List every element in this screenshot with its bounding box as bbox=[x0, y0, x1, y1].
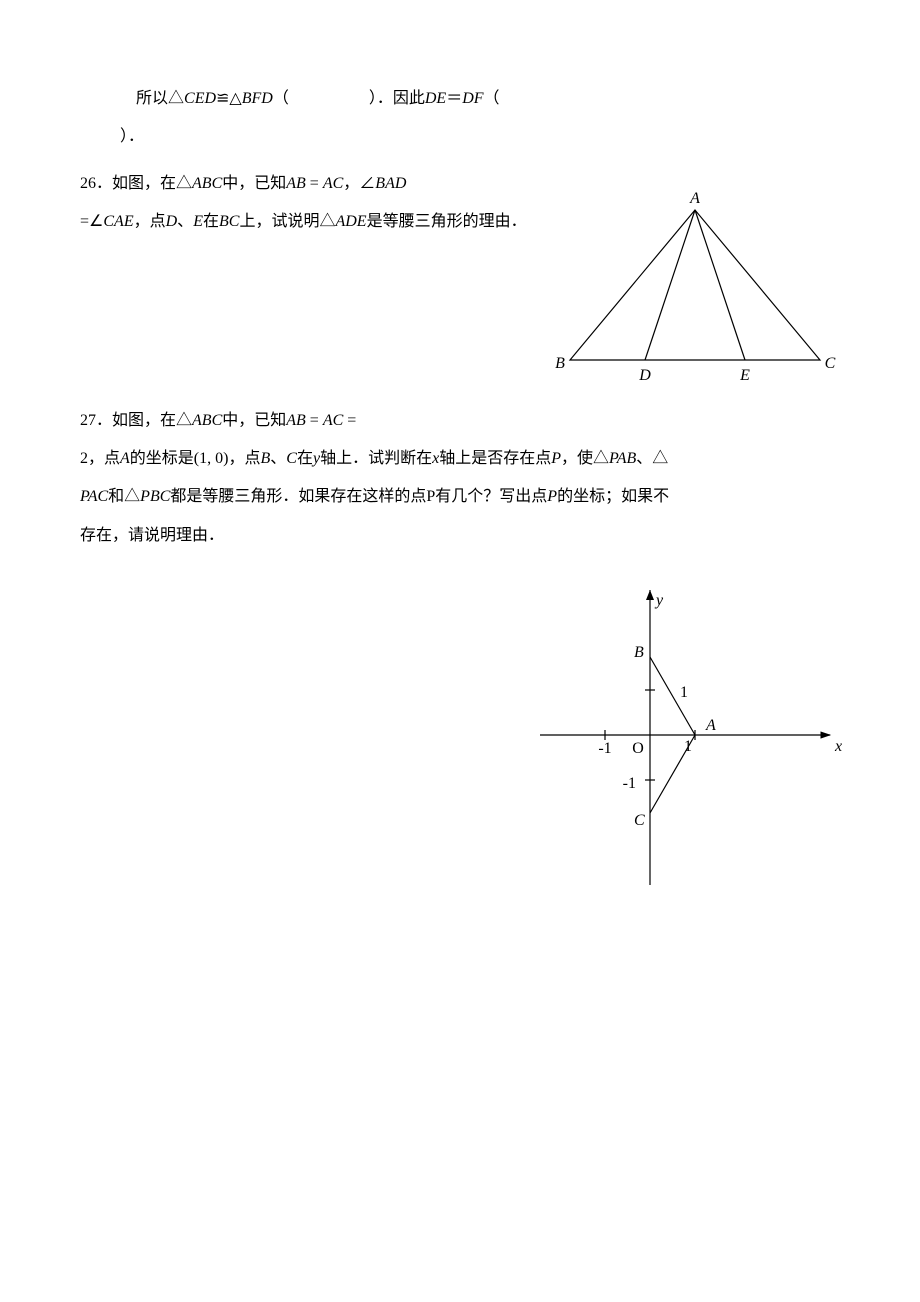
text: PBC bbox=[140, 488, 170, 505]
blank bbox=[289, 90, 369, 107]
text: 存在，请说明理由． bbox=[80, 527, 224, 544]
label-x: x bbox=[834, 738, 842, 755]
text: 的坐标；如果不 bbox=[557, 488, 669, 505]
tick-n1x: -1 bbox=[598, 740, 611, 757]
text: 2，点 bbox=[80, 450, 120, 467]
q26-line2: =∠CAE，点D、E在BC上，试说明△ADE是等腰三角形的理由． bbox=[80, 203, 600, 241]
text: = bbox=[306, 175, 323, 192]
text: 在 bbox=[297, 450, 313, 467]
text: 是等腰三角形的理由． bbox=[367, 213, 527, 230]
coordinate-diagram: y x O 1 -1 1 -1 A B C bbox=[530, 575, 850, 895]
text: ，∠ bbox=[343, 175, 375, 192]
text: B bbox=[260, 450, 270, 467]
question-26-text: 26．如图，在△ABC中，已知AB = AC，∠BAD =∠CAE，点D、E在B… bbox=[80, 165, 600, 242]
text: PAC bbox=[80, 488, 108, 505]
text: 轴上．试判断在 bbox=[320, 450, 432, 467]
question-26: 26．如图，在△ABC中，已知AB = AC，∠BAD =∠CAE，点D、E在B… bbox=[80, 165, 840, 242]
text: 27．如图，在△ bbox=[80, 412, 192, 429]
question-27-text: 27．如图，在△ABC中，已知AB = AC = 2，点A的坐标是(1, 0)，… bbox=[80, 402, 840, 556]
label-A: A bbox=[705, 717, 716, 734]
line-proof-2: ）． bbox=[80, 118, 840, 156]
q27-line4: 存在，请说明理由． bbox=[80, 517, 840, 555]
text: 的坐标是(1, 0)，点 bbox=[130, 450, 261, 467]
text: PAB bbox=[609, 450, 636, 467]
text: AB bbox=[286, 175, 306, 192]
label-D: D bbox=[638, 367, 651, 384]
text: ABC bbox=[192, 412, 222, 429]
text: ADE bbox=[335, 213, 366, 230]
text: = bbox=[343, 412, 356, 429]
text: 所以△ bbox=[136, 90, 184, 107]
text: ，点 bbox=[134, 213, 166, 230]
text: ）． bbox=[120, 128, 144, 145]
text: DE bbox=[425, 90, 446, 107]
label-A: A bbox=[689, 190, 700, 207]
line-proof-1: 所以△CED≌△BFD（ ）．因此DE＝DF（ bbox=[80, 80, 840, 118]
text: ≌△ bbox=[216, 90, 242, 107]
label-E: E bbox=[739, 367, 750, 384]
text: 轴上是否存在点 bbox=[439, 450, 551, 467]
tick-1y: 1 bbox=[680, 684, 688, 701]
text: 上，试说明△ bbox=[239, 213, 335, 230]
label-B: B bbox=[634, 644, 644, 661]
question-27: 27．如图，在△ABC中，已知AB = AC = 2，点A的坐标是(1, 0)，… bbox=[80, 402, 840, 901]
label-C: C bbox=[634, 812, 645, 829]
text: D bbox=[166, 213, 178, 230]
text: AC bbox=[323, 175, 343, 192]
text: 都是等腰三角形．如果存在这样的点P有几个？写出点 bbox=[170, 488, 547, 505]
text: CED bbox=[184, 90, 216, 107]
text: ）．因此 bbox=[369, 90, 425, 107]
text: = bbox=[306, 412, 323, 429]
text: 、 bbox=[270, 450, 286, 467]
q27-line3: PAC和△PBC都是等腰三角形．如果存在这样的点P有几个？写出点P的坐标；如果不 bbox=[80, 478, 840, 516]
text: （ bbox=[484, 90, 500, 107]
text: y bbox=[313, 450, 320, 467]
text: AB bbox=[286, 412, 306, 429]
text: BFD bbox=[242, 90, 273, 107]
label-B: B bbox=[555, 355, 565, 372]
tick-n1y: -1 bbox=[623, 775, 636, 792]
text: 中，已知 bbox=[222, 175, 286, 192]
text: 26．如图，在△ bbox=[80, 175, 192, 192]
blank bbox=[80, 128, 120, 145]
text: E bbox=[193, 213, 203, 230]
label-O: O bbox=[632, 740, 644, 757]
tick-1x: 1 bbox=[684, 738, 692, 755]
text: A bbox=[120, 450, 130, 467]
text: BC bbox=[219, 213, 239, 230]
label-y: y bbox=[654, 592, 664, 609]
text: ＝ bbox=[446, 90, 462, 107]
text: BAD bbox=[375, 175, 406, 192]
text: ，使△ bbox=[561, 450, 609, 467]
text: =∠ bbox=[80, 213, 103, 230]
text: ABC bbox=[192, 175, 222, 192]
page-content: 所以△CED≌△BFD（ ）．因此DE＝DF（ ）． 26．如图，在△ABC中，… bbox=[0, 0, 920, 940]
text: 、 bbox=[177, 213, 193, 230]
label-C: C bbox=[825, 355, 836, 372]
q26-line1: 26．如图，在△ABC中，已知AB = AC，∠BAD bbox=[80, 165, 600, 203]
question-27-figure: y x O 1 -1 1 -1 A B C bbox=[530, 575, 840, 900]
q27-line1: 27．如图，在△ABC中，已知AB = AC = bbox=[80, 402, 840, 440]
text: （ bbox=[273, 90, 289, 107]
text: 、△ bbox=[636, 450, 668, 467]
text: P bbox=[551, 450, 561, 467]
text: 在 bbox=[203, 213, 219, 230]
text: CAE bbox=[103, 213, 133, 230]
q27-line2: 2，点A的坐标是(1, 0)，点B、C在y轴上．试判断在x轴上是否存在点P，使△… bbox=[80, 440, 840, 478]
triangle-diagram: A B C D E bbox=[550, 185, 840, 385]
question-26-figure: A B C D E bbox=[550, 185, 840, 390]
text: DF bbox=[462, 90, 483, 107]
text: P bbox=[547, 488, 557, 505]
text: C bbox=[286, 450, 297, 467]
text: 和△ bbox=[108, 488, 140, 505]
text: 中，已知 bbox=[222, 412, 286, 429]
text: AC bbox=[323, 412, 343, 429]
